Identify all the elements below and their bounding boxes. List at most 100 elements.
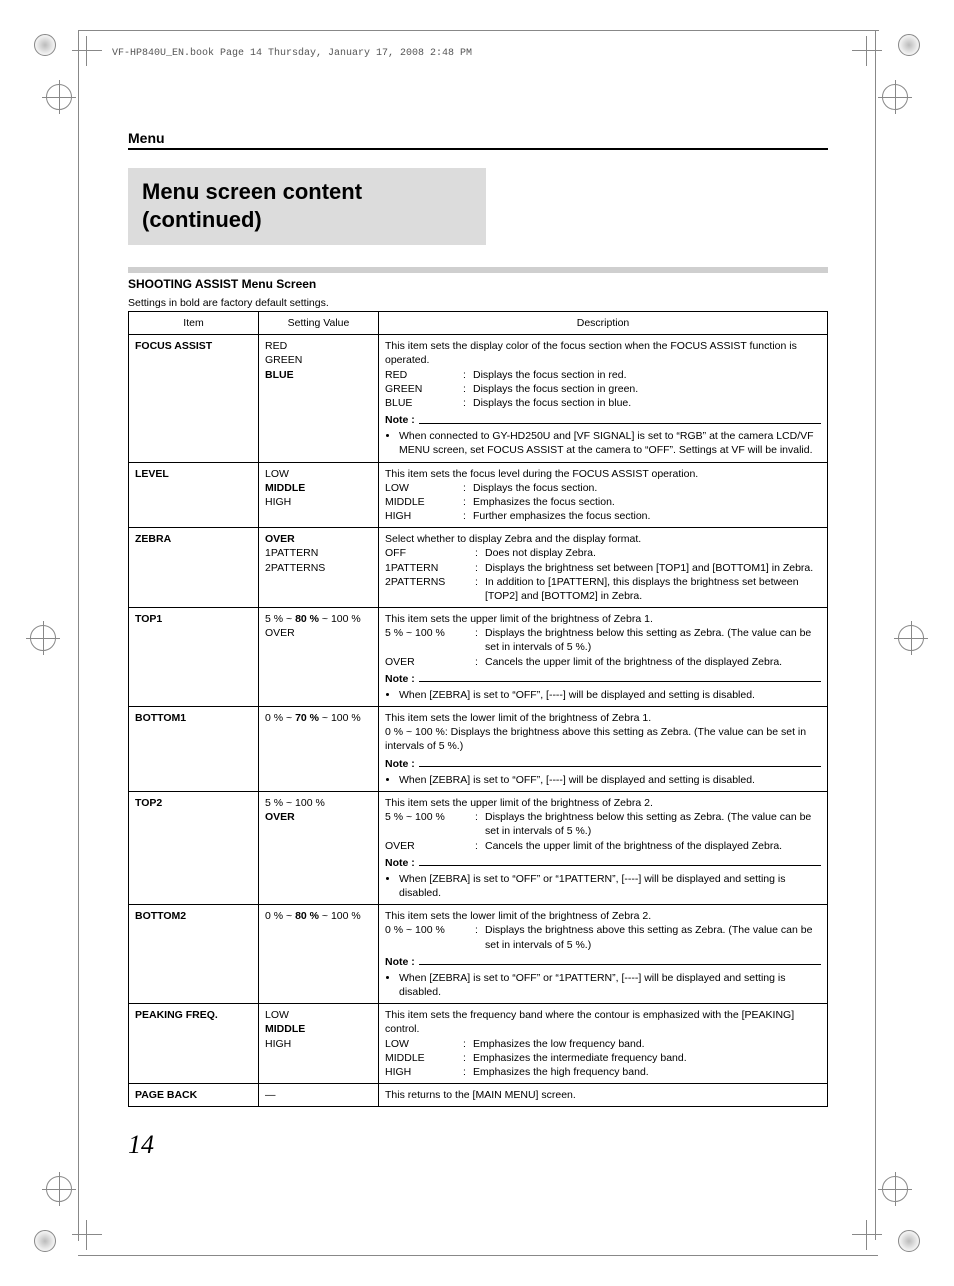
note-label: Note : xyxy=(385,672,415,686)
value-option: HIGH xyxy=(265,496,291,508)
registration-mark-icon xyxy=(882,84,908,110)
desc-text: This item sets the lower limit of the br… xyxy=(385,909,821,923)
table-row: PAGE BACK — This returns to the [MAIN ME… xyxy=(129,1084,828,1107)
item-cell: TOP1 xyxy=(129,608,259,707)
page-title-line: Menu screen content xyxy=(142,179,362,204)
value-option: 2PATTERNS xyxy=(265,562,325,574)
def-term: RED xyxy=(385,368,463,382)
value-option: RED xyxy=(265,340,287,352)
value-cell: 0 % ~ 80 % ~ 100 % xyxy=(259,905,379,1004)
value-option: MIDDLE xyxy=(265,482,305,494)
desc-cell: This item sets the focus level during th… xyxy=(379,462,828,528)
page-frame xyxy=(78,1255,878,1256)
def-desc: Displays the brightness set between [TOP… xyxy=(485,561,821,575)
desc-cell: This item sets the upper limit of the br… xyxy=(379,608,828,707)
crop-mark-icon xyxy=(898,34,920,56)
def-term: 0 % ~ 100 % xyxy=(385,923,475,951)
note-heading: Note : xyxy=(385,856,821,870)
note-label: Note : xyxy=(385,856,415,870)
def-term: BLUE xyxy=(385,396,463,410)
desc-cell: This item sets the upper limit of the br… xyxy=(379,791,828,904)
def-desc: Emphasizes the intermediate frequency ba… xyxy=(473,1051,821,1065)
subsection-heading: SHOOTING ASSIST Menu Screen xyxy=(128,277,828,291)
def-desc: Emphasizes the focus section. xyxy=(473,495,821,509)
crop-mark-icon xyxy=(898,1230,920,1252)
desc-text: This item sets the lower limit of the br… xyxy=(385,711,821,725)
desc-cell: This item sets the lower limit of the br… xyxy=(379,905,828,1004)
note-label: Note : xyxy=(385,413,415,427)
value-text: OVER xyxy=(265,627,295,639)
divider-bar xyxy=(128,267,828,273)
table-row: LEVEL LOW MIDDLE HIGH This item sets the… xyxy=(129,462,828,528)
note-list: When connected to GY-HD250U and [VF SIGN… xyxy=(385,429,821,457)
value-cell: RED GREEN BLUE xyxy=(259,335,379,462)
item-cell: LEVEL xyxy=(129,462,259,528)
value-text: ~ 100 % xyxy=(319,712,361,724)
crop-mark-icon xyxy=(34,34,56,56)
desc-text: This item sets the upper limit of the br… xyxy=(385,796,821,810)
note-label: Note : xyxy=(385,955,415,969)
def-term: HIGH xyxy=(385,509,463,523)
def-desc: Displays the focus section in red. xyxy=(473,368,821,382)
registration-mark-icon xyxy=(30,625,56,651)
desc-cell: This item sets the frequency band where … xyxy=(379,1004,828,1084)
def-desc: Displays the focus section. xyxy=(473,481,821,495)
note-list: When [ZEBRA] is set to “OFF”, [----] wil… xyxy=(385,688,821,702)
def-desc: Emphasizes the high frequency band. xyxy=(473,1065,821,1079)
item-cell: PAGE BACK xyxy=(129,1084,259,1107)
note-item: When [ZEBRA] is set to “OFF” or “1PATTER… xyxy=(399,971,821,999)
registration-mark-icon xyxy=(46,1176,72,1202)
def-desc: Displays the focus section in blue. xyxy=(473,396,821,410)
definition-list: RED:Displays the focus section in red. G… xyxy=(385,368,821,411)
col-header-value: Setting Value xyxy=(259,312,379,335)
item-cell: FOCUS ASSIST xyxy=(129,335,259,462)
crop-mark-icon xyxy=(34,1230,56,1252)
note-list: When [ZEBRA] is set to “OFF” or “1PATTER… xyxy=(385,872,821,900)
note-item: When [ZEBRA] is set to “OFF”, [----] wil… xyxy=(399,773,821,787)
def-term: LOW xyxy=(385,1037,463,1051)
table-row: BOTTOM2 0 % ~ 80 % ~ 100 % This item set… xyxy=(129,905,828,1004)
value-text: 0 % ~ xyxy=(265,910,295,922)
registration-mark-icon xyxy=(898,625,924,651)
value-text: 5 % ~ 100 % xyxy=(265,797,325,809)
def-desc: Displays the brightness above this setti… xyxy=(485,923,821,951)
value-option: GREEN xyxy=(265,354,302,366)
registration-mark-icon xyxy=(46,84,72,110)
value-option: MIDDLE xyxy=(265,1023,305,1035)
def-term: MIDDLE xyxy=(385,1051,463,1065)
item-cell: TOP2 xyxy=(129,791,259,904)
def-desc: Cancels the upper limit of the brightnes… xyxy=(485,839,821,853)
col-header-item: Item xyxy=(129,312,259,335)
def-desc: Does not display Zebra. xyxy=(485,546,821,560)
def-term: OFF xyxy=(385,546,475,560)
note-heading: Note : xyxy=(385,672,821,686)
definition-list: 5 % ~ 100 %:Displays the brightness belo… xyxy=(385,810,821,853)
value-cell: 5 % ~ 100 % OVER xyxy=(259,791,379,904)
value-text: 5 % ~ xyxy=(265,613,295,625)
item-cell: ZEBRA xyxy=(129,528,259,608)
def-desc: Cancels the upper limit of the brightnes… xyxy=(485,655,821,669)
note-item: When connected to GY-HD250U and [VF SIGN… xyxy=(399,429,821,457)
item-cell: PEAKING FREQ. xyxy=(129,1004,259,1084)
def-desc: In addition to [1PATTERN], this displays… xyxy=(485,575,821,603)
value-option: LOW xyxy=(265,468,289,480)
def-term: 2PATTERNS xyxy=(385,575,475,603)
value-option: OVER xyxy=(265,533,295,545)
settings-table: Item Setting Value Description FOCUS ASS… xyxy=(128,311,828,1107)
def-desc: Displays the brightness below this setti… xyxy=(485,626,821,654)
registration-mark-icon xyxy=(882,1176,908,1202)
definition-list: 0 % ~ 100 %:Displays the brightness abov… xyxy=(385,923,821,951)
note-label: Note : xyxy=(385,757,415,771)
def-term: MIDDLE xyxy=(385,495,463,509)
definition-list: OFF:Does not display Zebra. 1PATTERN:Dis… xyxy=(385,546,821,603)
col-header-desc: Description xyxy=(379,312,828,335)
value-option: HIGH xyxy=(265,1038,291,1050)
value-option: LOW xyxy=(265,1009,289,1021)
item-cell: BOTTOM2 xyxy=(129,905,259,1004)
page-title: Menu screen content (continued) xyxy=(142,178,472,233)
desc-cell: This item sets the display color of the … xyxy=(379,335,828,462)
def-desc: Displays the focus section in green. xyxy=(473,382,821,396)
value-option: BLUE xyxy=(265,369,294,381)
value-cell: 0 % ~ 70 % ~ 100 % xyxy=(259,707,379,792)
value-text: 0 % ~ xyxy=(265,712,295,724)
